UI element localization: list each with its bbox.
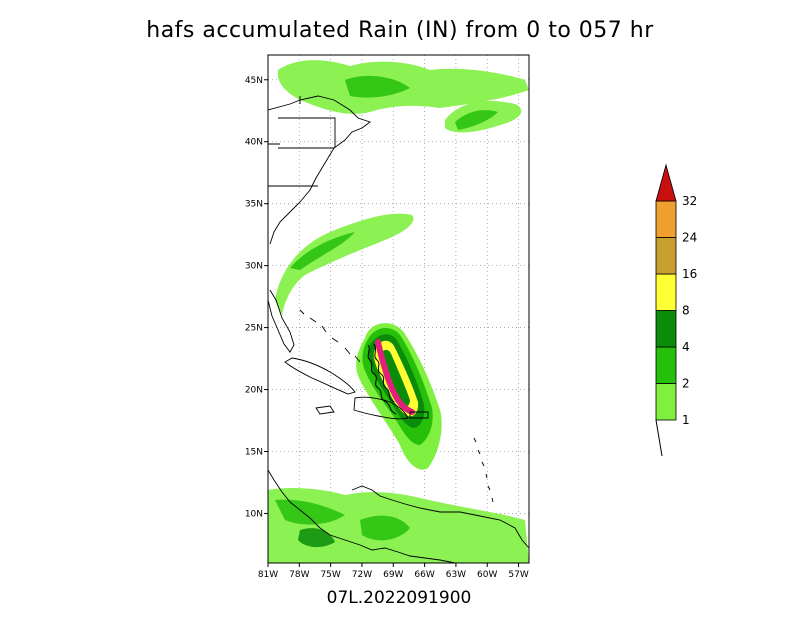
cuba-coast — [284, 357, 356, 395]
legend-label: 4 — [682, 340, 690, 354]
legend-label: 32 — [682, 194, 697, 208]
puerto-rico-coast — [409, 411, 429, 419]
map-frame — [267, 54, 530, 564]
legend-swatch — [655, 273, 677, 311]
rain-band-south-2in-b — [360, 515, 410, 541]
rain-band-mid — [275, 213, 414, 315]
coastlines — [268, 95, 529, 563]
chart-title: hafs accumulated Rain (IN) from 0 to 057… — [146, 18, 654, 43]
grid-lines — [268, 55, 529, 563]
rain-band-northeast-2 — [455, 110, 498, 130]
rain-shading — [275, 60, 529, 470]
tick-label-lat: 45N — [245, 76, 263, 86]
rain-band-south-2in — [275, 499, 345, 525]
us-east-coast — [268, 95, 371, 245]
rain-band-north-2 — [345, 75, 410, 98]
tick-label-lat: 25N — [245, 324, 263, 334]
tick-label-lat: 30N — [245, 262, 263, 272]
tick-label-lat: 35N — [245, 200, 263, 210]
venezuela-coast — [351, 485, 529, 549]
tick-label-lat: 10N — [245, 509, 263, 519]
rain-swath-16in — [380, 349, 410, 407]
central-america-coast — [268, 469, 456, 563]
tick-label-lat: 20N — [245, 386, 263, 396]
legend-swatch — [655, 237, 677, 275]
us-state-lines — [268, 96, 336, 187]
tick-label-lon: 81W — [258, 570, 278, 580]
hispaniola-coast — [353, 396, 409, 420]
legend-swatch — [655, 310, 677, 348]
legend-label: 24 — [682, 231, 697, 245]
legend-top-triangle — [655, 163, 677, 202]
tick-label-lon: 57W — [508, 570, 528, 580]
storm-id-label: 07L.2022091900 — [326, 588, 472, 608]
rain-band-mid-2 — [290, 232, 355, 270]
storm-track-contours — [367, 344, 397, 415]
storm-track-core — [375, 339, 415, 415]
legend-label: 1 — [682, 413, 690, 427]
storm-track-contours-2 — [373, 343, 395, 403]
legend-tail — [655, 419, 663, 457]
lesser-antilles — [473, 437, 494, 503]
legend-label: 8 — [682, 304, 690, 318]
florida-coast — [268, 289, 295, 353]
axis-ticks: 81W 78W 75W 72W 69W 66W 63W 60W 57W 10N 15N 20N 25N 3… — [245, 76, 529, 580]
legend-swatch — [655, 383, 677, 421]
legend-swatch — [655, 346, 677, 384]
tick-label-lon: 78W — [289, 570, 309, 580]
bahamas-islands — [299, 309, 361, 363]
tick-label-lon: 66W — [414, 570, 434, 580]
map-content — [268, 55, 529, 563]
tick-label-lon: 75W — [320, 570, 340, 580]
tick-label-lon: 63W — [446, 570, 466, 580]
map-background — [268, 55, 529, 563]
tick-label-lat: 40N — [245, 138, 263, 148]
rain-band-south-4in — [298, 528, 335, 548]
legend-label: 16 — [682, 267, 697, 281]
tick-label-lon: 69W — [383, 570, 403, 580]
legend-label: 2 — [682, 377, 690, 391]
legend-swatch — [655, 200, 677, 238]
tick-label-lon: 60W — [477, 570, 497, 580]
rain-band-south — [268, 487, 529, 563]
tick-label-lat: 15N — [245, 447, 263, 457]
jamaica-coast — [315, 405, 335, 415]
tick-label-lon: 72W — [352, 570, 372, 580]
